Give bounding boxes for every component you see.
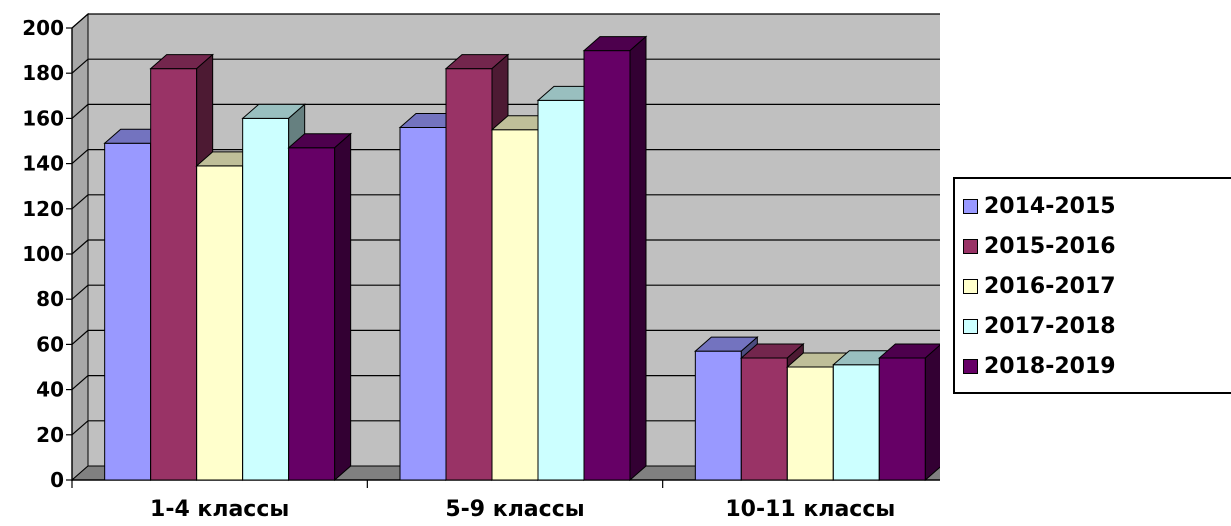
- gridline: [71, 420, 940, 436]
- bar-side: [924, 344, 940, 482]
- gridline: [71, 13, 940, 29]
- bar-front: [288, 147, 336, 481]
- bar-side: [334, 132, 352, 482]
- bars: [103, 35, 940, 482]
- bar-front: [694, 350, 742, 481]
- x-axis-category-labels: 1-4 классы 5-9 классы 10-11 классы: [150, 497, 895, 522]
- y-tick-label: 100: [22, 242, 64, 266]
- gridlines: [71, 13, 940, 436]
- legend-label: 2016-2017: [984, 273, 1116, 299]
- legend-item: 2015-2016: [963, 231, 1116, 261]
- legend-label: 2014-2015: [984, 193, 1116, 219]
- gridline: [71, 329, 940, 345]
- bar-top: [878, 343, 940, 359]
- bar-front: [583, 50, 631, 481]
- legend-swatch: [963, 238, 978, 254]
- y-tick-label: 140: [22, 152, 64, 176]
- bar-2018-2019-1: [287, 132, 352, 482]
- gridline: [71, 375, 940, 391]
- legend: 2014-2015 2015-2016 2016-2017 2017-2018 2018…: [953, 177, 1231, 394]
- gridline: [71, 194, 940, 210]
- bar-2015-2016-1: [149, 53, 214, 482]
- legend-item: 2014-2015: [963, 191, 1116, 221]
- bar-front: [878, 357, 926, 481]
- bar-side: [629, 35, 647, 482]
- gridline: [71, 239, 940, 255]
- y-tick-label: 60: [36, 332, 64, 356]
- legend-item: 2016-2017: [963, 271, 1116, 301]
- gridline: [71, 58, 940, 74]
- bar-front: [491, 129, 539, 481]
- bar-front: [740, 357, 788, 481]
- legend-swatch: [963, 318, 978, 334]
- bar-2018-2019-2: [582, 35, 648, 482]
- gridline: [71, 284, 940, 300]
- category-label: 10-11 классы: [725, 497, 895, 522]
- bar-front: [832, 364, 880, 481]
- legend-item: 2018-2019: [963, 351, 1116, 381]
- legend-label: 2017-2018: [984, 313, 1116, 339]
- legend-label: 2018-2019: [984, 353, 1116, 379]
- y-tick-label: 40: [36, 378, 64, 402]
- legend-swatch: [963, 198, 978, 214]
- bar-2018-2019-3: [878, 343, 940, 482]
- bar-front: [537, 99, 585, 481]
- gridline: [71, 103, 940, 119]
- bar-front: [242, 117, 290, 481]
- legend-swatch: [963, 358, 978, 374]
- y-tick-label: 20: [36, 423, 64, 447]
- bar-front: [150, 68, 198, 481]
- bar-front: [399, 126, 447, 481]
- legend-label: 2015-2016: [984, 233, 1116, 259]
- y-axis-tick-labels: 0 20 40 60 80 100 120 140 160 180 200: [22, 16, 64, 492]
- legend-swatch: [963, 278, 978, 294]
- bar-front: [445, 68, 493, 481]
- category-label: 5-9 классы: [445, 497, 584, 522]
- y-tick-label: 120: [22, 197, 64, 221]
- gridline: [71, 149, 940, 165]
- bar-chart: 0 20 40 60 80 100 120 140 160 180 200 1-4 классы 5-…: [22, 12, 940, 522]
- y-tick-label: 200: [22, 16, 64, 40]
- bar-front: [786, 366, 834, 481]
- y-tick-label: 180: [22, 61, 64, 85]
- y-tick-label: 160: [22, 106, 64, 130]
- legend-item: 2017-2018: [963, 311, 1116, 341]
- bar-front: [104, 142, 152, 481]
- category-label: 1-4 классы: [150, 497, 289, 522]
- y-tick-label: 0: [50, 468, 64, 492]
- bar-front: [196, 165, 244, 481]
- y-tick-label: 80: [36, 287, 64, 311]
